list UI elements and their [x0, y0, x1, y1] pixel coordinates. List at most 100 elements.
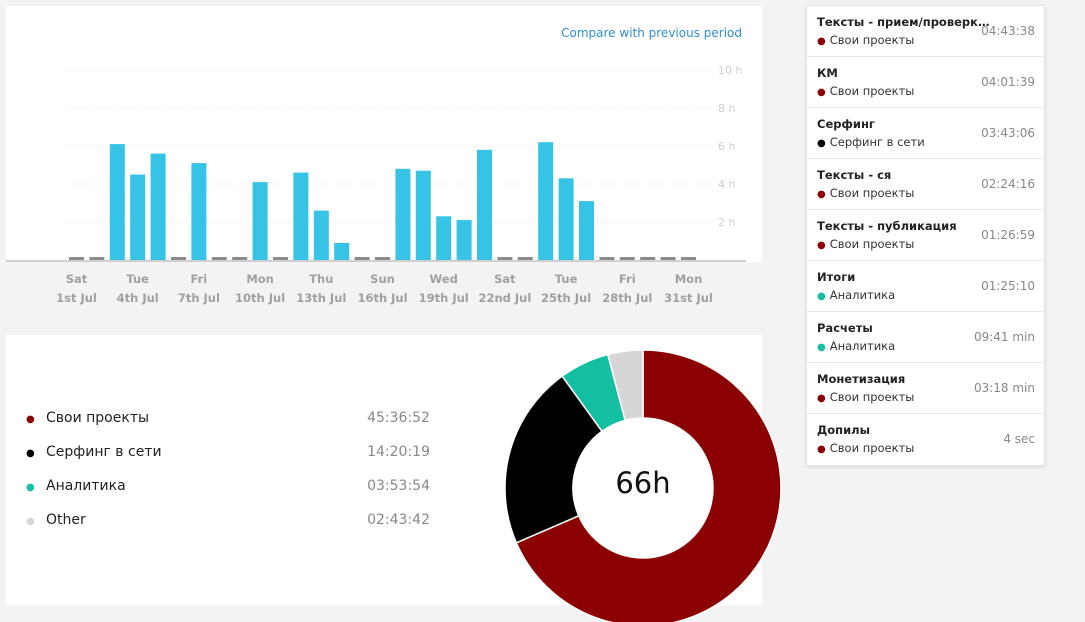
day-bar-empty[interactable] [375, 257, 390, 260]
day-bar-empty[interactable] [89, 257, 105, 260]
project-category-name: Свои проекты [829, 186, 915, 200]
project-time: 03:43:06 [981, 126, 1035, 140]
day-bar[interactable] [436, 216, 452, 260]
x-tick-date: 13th Jul [296, 291, 347, 305]
day-bar[interactable] [415, 170, 431, 260]
x-tick-day: Sat [65, 272, 88, 286]
project-title: Итоги [817, 270, 856, 284]
project-category: ● Свои проекты [817, 33, 914, 47]
project-category: ● Свои проекты [817, 390, 914, 404]
category-dot-icon: ● [817, 444, 826, 455]
day-bar[interactable] [334, 242, 350, 260]
day-bar-empty[interactable] [211, 257, 227, 260]
legend-dot-icon: ● [26, 516, 35, 527]
donut-slice[interactable] [515, 349, 782, 622]
project-time: 02:24:16 [981, 177, 1035, 191]
x-tick-date: 19th Jul [418, 291, 469, 305]
project-item[interactable]: Допилы ● Свои проекты 4 sec [807, 414, 1044, 465]
day-bar-empty[interactable] [619, 257, 635, 260]
day-bar[interactable] [456, 220, 472, 260]
day-bar[interactable] [150, 153, 166, 260]
project-time: 01:26:59 [981, 228, 1035, 242]
legend-row[interactable]: ● Серфинг в сети 14:20:19 [26, 444, 430, 464]
donut-slice[interactable] [606, 349, 644, 422]
x-tick-label: Wed 19th Jul [409, 270, 479, 308]
day-bar[interactable] [558, 178, 574, 260]
category-dot-icon: ● [817, 189, 826, 200]
day-bar-empty[interactable] [171, 257, 186, 260]
x-tick-date: 25th Jul [541, 291, 592, 305]
project-item[interactable]: Серфинг ● Серфинг в сети 03:43:06 [807, 108, 1044, 159]
day-bar[interactable] [293, 172, 309, 260]
day-bar[interactable] [579, 201, 594, 260]
x-tick-label: Sat 1st Jul [42, 270, 112, 308]
y-tick-label: 10 h [718, 64, 742, 77]
project-item[interactable]: Расчеты ● Аналитика 09:41 min [807, 312, 1044, 363]
category-dot-icon: ● [817, 342, 826, 353]
day-bar[interactable] [109, 144, 125, 260]
project-item[interactable]: Монетизация ● Свои проекты 03:18 min [807, 363, 1044, 414]
legend-row[interactable]: ● Other 02:43:42 [26, 512, 430, 532]
project-category-name: Свои проекты [829, 441, 915, 455]
category-donut-chart [504, 349, 782, 622]
project-item[interactable]: Тексты - прием/проверка/в... ● Свои проект… [807, 6, 1044, 57]
project-time: 09:41 min [973, 330, 1035, 344]
project-item[interactable]: Тексты - ся ● Свои проекты 02:24:16 [807, 159, 1044, 210]
legend-row[interactable]: ● Аналитика 03:53:54 [26, 478, 430, 498]
day-bar-empty[interactable] [69, 257, 84, 260]
project-item[interactable]: Тексты - публикация ● Свои проекты 01:26:59 [807, 210, 1044, 261]
project-category: ● Свои проекты [817, 186, 914, 200]
compare-previous-period-link[interactable]: Compare with previous period [561, 26, 742, 40]
x-tick-label: Tue 4th Jul [103, 270, 173, 308]
day-bar[interactable] [477, 149, 492, 260]
day-bar-empty[interactable] [497, 257, 513, 260]
day-bar[interactable] [252, 182, 268, 260]
x-tick-day: Fri [190, 272, 208, 286]
day-bar-empty[interactable] [599, 257, 615, 260]
project-item[interactable]: Итоги ● Аналитика 01:25:10 [807, 261, 1044, 312]
project-category: ● Свои проекты [817, 441, 914, 455]
y-tick-label: 6 h [718, 140, 735, 153]
x-tick-date: 31st Jul [664, 291, 713, 305]
project-item[interactable]: КМ ● Свои проекты 04:01:39 [807, 57, 1044, 108]
day-bar-empty[interactable] [232, 257, 248, 260]
legend-time: 02:43:42 [367, 512, 430, 528]
day-bar[interactable] [395, 168, 411, 260]
donut-slice[interactable] [504, 375, 604, 544]
day-bar[interactable] [191, 163, 207, 260]
project-title: Тексты - ся [817, 168, 892, 182]
x-tick-label: Mon 31st Jul [654, 270, 724, 308]
project-category: ● Серфинг в сети [817, 135, 925, 149]
x-tick-day: Fri [618, 272, 636, 286]
x-tick-date: 1st Jul [56, 291, 97, 305]
day-bar[interactable] [538, 142, 554, 260]
category-dot-icon: ● [817, 36, 826, 47]
daily-bar-chart: 2 h 4 h 6 h 8 h 10 h [6, 64, 746, 262]
y-tick-label: 4 h [718, 178, 735, 191]
project-time: 01:25:10 [981, 279, 1035, 293]
project-category-name: Аналитика [829, 339, 896, 353]
day-bar-empty[interactable] [273, 257, 288, 260]
legend-row[interactable]: ● Свои проекты 45:36:52 [26, 410, 430, 430]
project-title: Тексты - публикация [817, 219, 957, 233]
day-bar-empty[interactable] [660, 257, 676, 260]
y-tick-label: 8 h [718, 102, 735, 115]
project-title: Монетизация [817, 372, 906, 386]
x-tick-day: Sun [370, 272, 395, 286]
x-tick-day: Wed [429, 272, 458, 286]
x-tick-label: Thu 13th Jul [286, 270, 356, 308]
day-bar-empty[interactable] [517, 257, 533, 260]
day-bar[interactable] [130, 174, 146, 261]
day-bar-empty[interactable] [354, 257, 370, 260]
day-bar-empty[interactable] [681, 257, 696, 260]
project-time: 03:18 min [973, 381, 1035, 395]
category-dot-icon: ● [817, 87, 826, 98]
legend-name: Серфинг в сети [46, 444, 162, 460]
project-time: 04:01:39 [981, 75, 1035, 89]
project-title: Тексты - прием/проверка/в... [817, 15, 995, 29]
x-tick-day: Thu [309, 272, 334, 286]
day-bar[interactable] [313, 210, 329, 260]
x-tick-day: Tue [126, 272, 149, 286]
day-bar-empty[interactable] [640, 257, 656, 260]
project-category: ● Аналитика [817, 339, 895, 353]
